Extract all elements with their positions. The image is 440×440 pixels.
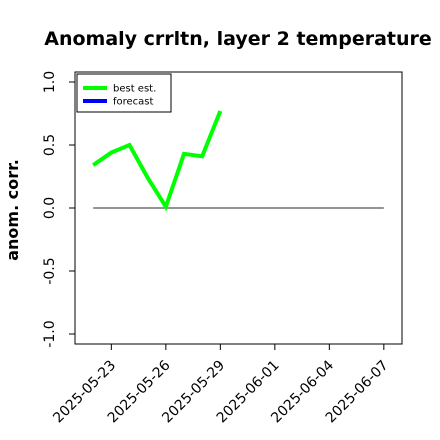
legend-box: [76, 73, 172, 113]
y-tick-label: -1.0: [42, 320, 58, 347]
series-lines: [92, 110, 223, 212]
y-tick-label: 0.5: [42, 134, 58, 156]
y-axis-ticks: -1.0 -0.5 0.0 0.5 1.0: [42, 71, 75, 348]
y-tick-label: -0.5: [42, 257, 58, 284]
x-axis-ticks: 2025-05-232025-05-262025-05-292025-06-01…: [50, 344, 392, 426]
y-tick-label: 0.0: [42, 197, 58, 219]
y-tick-label: 1.0: [42, 71, 58, 93]
legend: best est. forecast: [76, 73, 172, 113]
legend-label: forecast: [113, 97, 154, 108]
y-axis-label: anom. corr.: [3, 159, 22, 261]
legend-label: best est.: [113, 84, 156, 95]
series-line-0: [92, 110, 223, 212]
chart-title: Anomaly crrltn, layer 2 temperature: [44, 28, 432, 50]
